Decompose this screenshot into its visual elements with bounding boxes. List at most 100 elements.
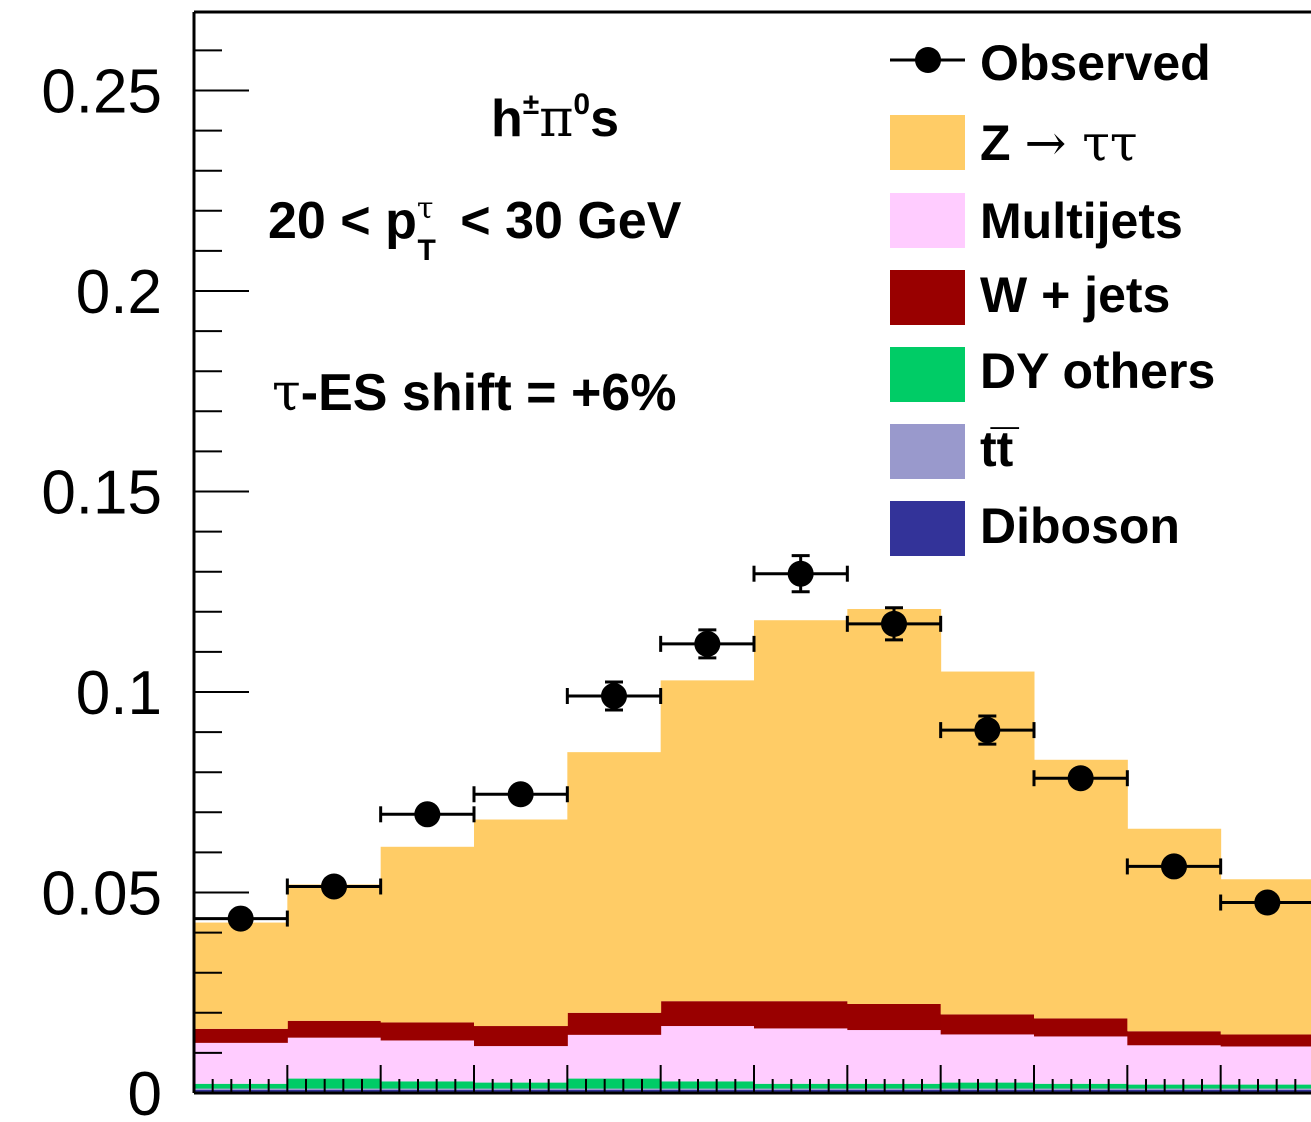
bar-z-6 — [660, 680, 755, 1002]
bar-w-jets-10 — [1034, 1018, 1128, 1037]
bar-tt-4 — [474, 1088, 568, 1090]
legend: Observed Z → ττ Multijets W + jets DY ot… — [890, 35, 1215, 556]
bar-diboson-12 — [1220, 1089, 1311, 1093]
bar-diboson-5 — [567, 1089, 662, 1093]
annotation-decay-mode: h±π0s — [491, 88, 619, 149]
legend-entry-ttbar: tt̅ — [890, 421, 1020, 479]
bar-diboson-11 — [1127, 1089, 1222, 1093]
bar-multijets-6 — [660, 1026, 755, 1082]
y-tick-label: 0.1 — [76, 659, 162, 728]
legend-entry-multijets: Multijets — [890, 193, 1183, 249]
observed-point-4 — [507, 781, 534, 808]
observed-point-11 — [1161, 853, 1187, 880]
bar-dy-others-4 — [474, 1082, 568, 1089]
bar-tt-11 — [1127, 1088, 1222, 1090]
bar-diboson-2 — [287, 1089, 382, 1093]
bar-diboson-7 — [754, 1089, 848, 1093]
observed-point-9 — [974, 717, 1001, 744]
bar-z-3 — [380, 846, 475, 1023]
legend-label-ztautau: Z → ττ — [980, 114, 1138, 172]
bar-z-1 — [194, 922, 288, 1029]
y-tick-label: 0.05 — [41, 860, 162, 929]
legend-label-ttbar: tt̅ — [980, 421, 1020, 477]
bar-tt-5 — [567, 1088, 662, 1090]
bar-tt-8 — [847, 1088, 942, 1090]
bar-w-jets-9 — [940, 1014, 1035, 1035]
bar-dy-others-7 — [754, 1083, 848, 1089]
bar-z-2 — [287, 884, 382, 1021]
bar-diboson-1 — [194, 1089, 288, 1093]
observed-point-7 — [787, 560, 814, 587]
observed-point-6 — [694, 630, 721, 657]
bar-diboson-6 — [660, 1089, 755, 1093]
y-tick-label: 0.25 — [41, 58, 162, 127]
bar-dy-others-10 — [1034, 1083, 1128, 1089]
annotation-es-shift: τ-ES shift = +6% — [272, 363, 676, 423]
bar-z-8 — [847, 608, 942, 1004]
annotation-pt-range: 20 < pτ T < 30 GeV — [268, 191, 682, 267]
stacked-histogram — [194, 608, 1311, 1093]
bar-multijets-12 — [1220, 1046, 1311, 1085]
bar-dy-others-2 — [287, 1078, 382, 1089]
bar-z-7 — [754, 620, 848, 1002]
bar-diboson-9 — [940, 1089, 1035, 1093]
bar-multijets-3 — [380, 1040, 475, 1082]
bar-multijets-8 — [847, 1030, 942, 1084]
bar-dy-others-9 — [940, 1082, 1035, 1089]
observed-point-5 — [601, 683, 627, 710]
legend-entry-observed: Observed — [890, 35, 1211, 91]
bar-multijets-9 — [940, 1034, 1035, 1083]
bar-w-jets-5 — [567, 1012, 662, 1035]
observed-points — [192, 554, 1311, 932]
bar-w-jets-1 — [194, 1028, 288, 1043]
bar-tt-10 — [1034, 1088, 1128, 1090]
bar-tt-6 — [660, 1088, 755, 1090]
legend-label-dy-others: DY others — [980, 343, 1215, 399]
bar-dy-others-11 — [1127, 1084, 1222, 1089]
bar-multijets-10 — [1034, 1036, 1128, 1084]
bar-w-jets-3 — [380, 1022, 475, 1041]
observed-point-1 — [227, 905, 254, 932]
bar-dy-others-6 — [660, 1081, 755, 1089]
bar-tt-7 — [754, 1088, 848, 1090]
observed-point-12 — [1254, 889, 1281, 916]
bar-w-jets-8 — [847, 1003, 942, 1031]
observed-point-3 — [414, 801, 441, 828]
bar-z-10 — [1034, 759, 1128, 1019]
legend-entry-ztautau: Z → ττ — [890, 114, 1138, 172]
legend-label-diboson: Diboson — [980, 498, 1180, 554]
y-tick-label: 0.15 — [41, 459, 162, 528]
bar-multijets-2 — [287, 1037, 382, 1079]
observed-point-2 — [321, 873, 347, 900]
bar-diboson-3 — [380, 1089, 475, 1093]
observed-point-8 — [881, 610, 907, 637]
bar-tt-9 — [940, 1088, 1035, 1090]
legend-entry-wjets: W + jets — [890, 267, 1170, 325]
bar-z-4 — [474, 819, 568, 1027]
bar-w-jets-11 — [1127, 1031, 1222, 1046]
axes: 0 0.05 0.1 0.15 0.2 0.25 — [41, 10, 1311, 1122]
legend-entry-dy-others: DY others — [890, 343, 1215, 402]
bar-z-5 — [567, 752, 662, 1013]
bar-diboson-10 — [1034, 1089, 1128, 1093]
y-tick-label: 0.2 — [76, 258, 162, 327]
bar-tt-12 — [1220, 1088, 1311, 1090]
legend-label-multijets: Multijets — [980, 193, 1183, 249]
bar-diboson-8 — [847, 1089, 942, 1093]
annotation-block: h±π0s 20 < pτ T < 30 GeV τ-ES shift = +6% — [268, 88, 682, 423]
bar-diboson-4 — [474, 1089, 568, 1093]
bar-dy-others-3 — [380, 1081, 475, 1089]
bar-tt-2 — [287, 1088, 382, 1090]
legend-entry-diboson: Diboson — [890, 498, 1180, 556]
bar-multijets-1 — [194, 1042, 288, 1084]
bar-multijets-7 — [754, 1028, 848, 1084]
bar-dy-others-5 — [567, 1078, 662, 1089]
bar-w-jets-4 — [474, 1026, 568, 1047]
observed-point-10 — [1067, 765, 1094, 792]
bar-w-jets-2 — [287, 1020, 382, 1038]
legend-label-wjets: W + jets — [980, 267, 1170, 323]
bar-w-jets-7 — [754, 1001, 848, 1029]
bar-tt-1 — [194, 1088, 288, 1090]
bar-dy-others-12 — [1220, 1084, 1311, 1089]
